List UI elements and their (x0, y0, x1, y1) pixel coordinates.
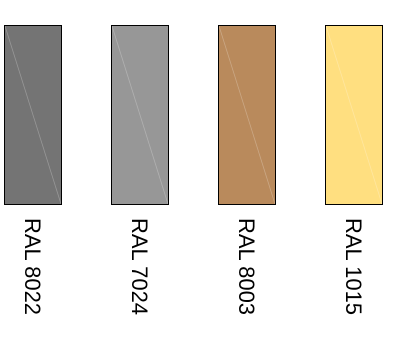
color-swatch-ral-8003 (218, 25, 276, 205)
color-swatch-ral-8022 (4, 25, 62, 205)
swatch-sheen-line (219, 26, 275, 204)
swatch-sheen-line (112, 26, 168, 204)
swatch-column-ral-7024: RAL 7024 (110, 0, 170, 345)
swatch-column-ral-8003: RAL 8003 (217, 0, 277, 345)
color-swatch-ral-1015 (325, 25, 383, 205)
swatch-sheen-line (326, 26, 382, 204)
swatch-column-ral-1015: RAL 1015 (324, 0, 384, 345)
swatch-label-ral-8022: RAL 8022 (20, 218, 45, 316)
swatch-label-ral-7024: RAL 7024 (127, 218, 152, 316)
swatch-column-ral-8022: RAL 8022 (3, 0, 63, 345)
swatch-label-ral-8003: RAL 8003 (234, 218, 259, 316)
color-swatch-ral-7024 (111, 25, 169, 205)
swatch-sheen-line (5, 26, 61, 204)
swatch-label-ral-1015: RAL 1015 (341, 218, 366, 316)
